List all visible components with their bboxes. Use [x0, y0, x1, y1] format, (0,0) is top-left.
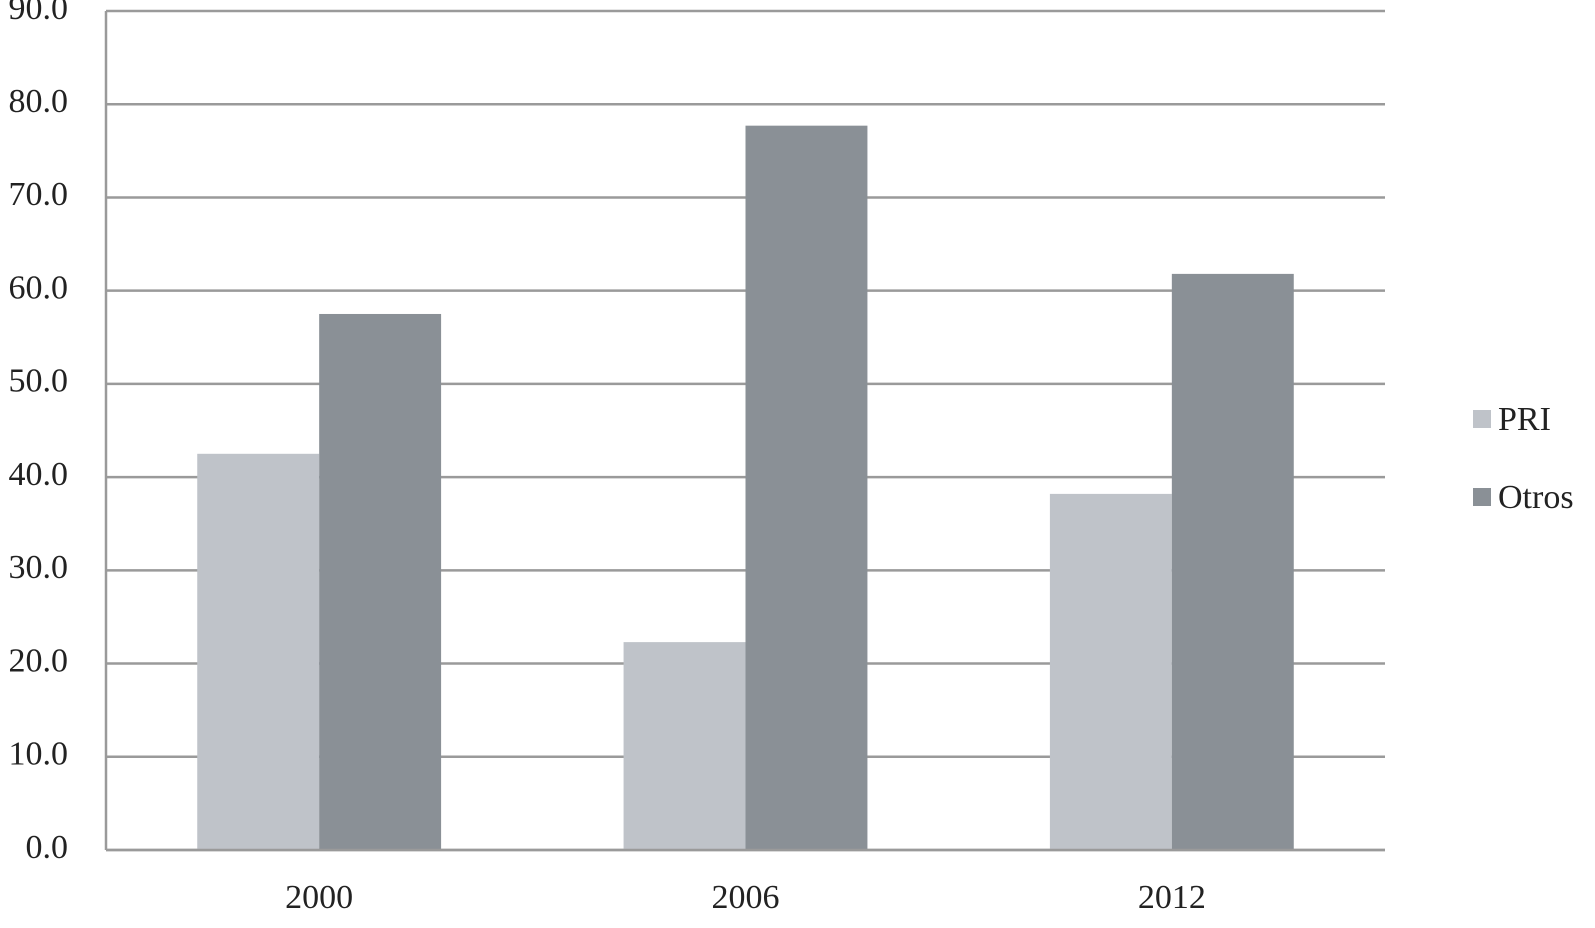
legend-swatch: [1473, 410, 1491, 428]
y-tick-label: 10.0: [9, 736, 69, 773]
legend-label: Otros: [1498, 479, 1574, 516]
legend-swatch: [1473, 488, 1491, 506]
y-tick-label: 80.0: [9, 83, 69, 120]
bar: [1171, 273, 1294, 850]
bar: [319, 313, 442, 850]
bar: [197, 453, 320, 850]
x-tick-label: 2006: [712, 879, 780, 916]
y-tick-label: 20.0: [9, 642, 69, 679]
y-tick-label: 0.0: [26, 829, 69, 866]
bar: [1049, 493, 1172, 850]
x-tick-label: 2012: [1138, 879, 1206, 916]
x-tick-label: 2000: [285, 879, 353, 916]
y-tick-label: 40.0: [9, 456, 69, 493]
y-tick-label: 60.0: [9, 269, 69, 306]
legend-label: PRI: [1498, 401, 1551, 438]
y-tick-label: 70.0: [9, 176, 69, 213]
bar: [745, 125, 868, 850]
y-tick-label: 50.0: [9, 363, 69, 400]
bar: [623, 642, 746, 850]
y-tick-label: 30.0: [9, 549, 69, 586]
y-tick-label: 90.0: [9, 0, 69, 27]
